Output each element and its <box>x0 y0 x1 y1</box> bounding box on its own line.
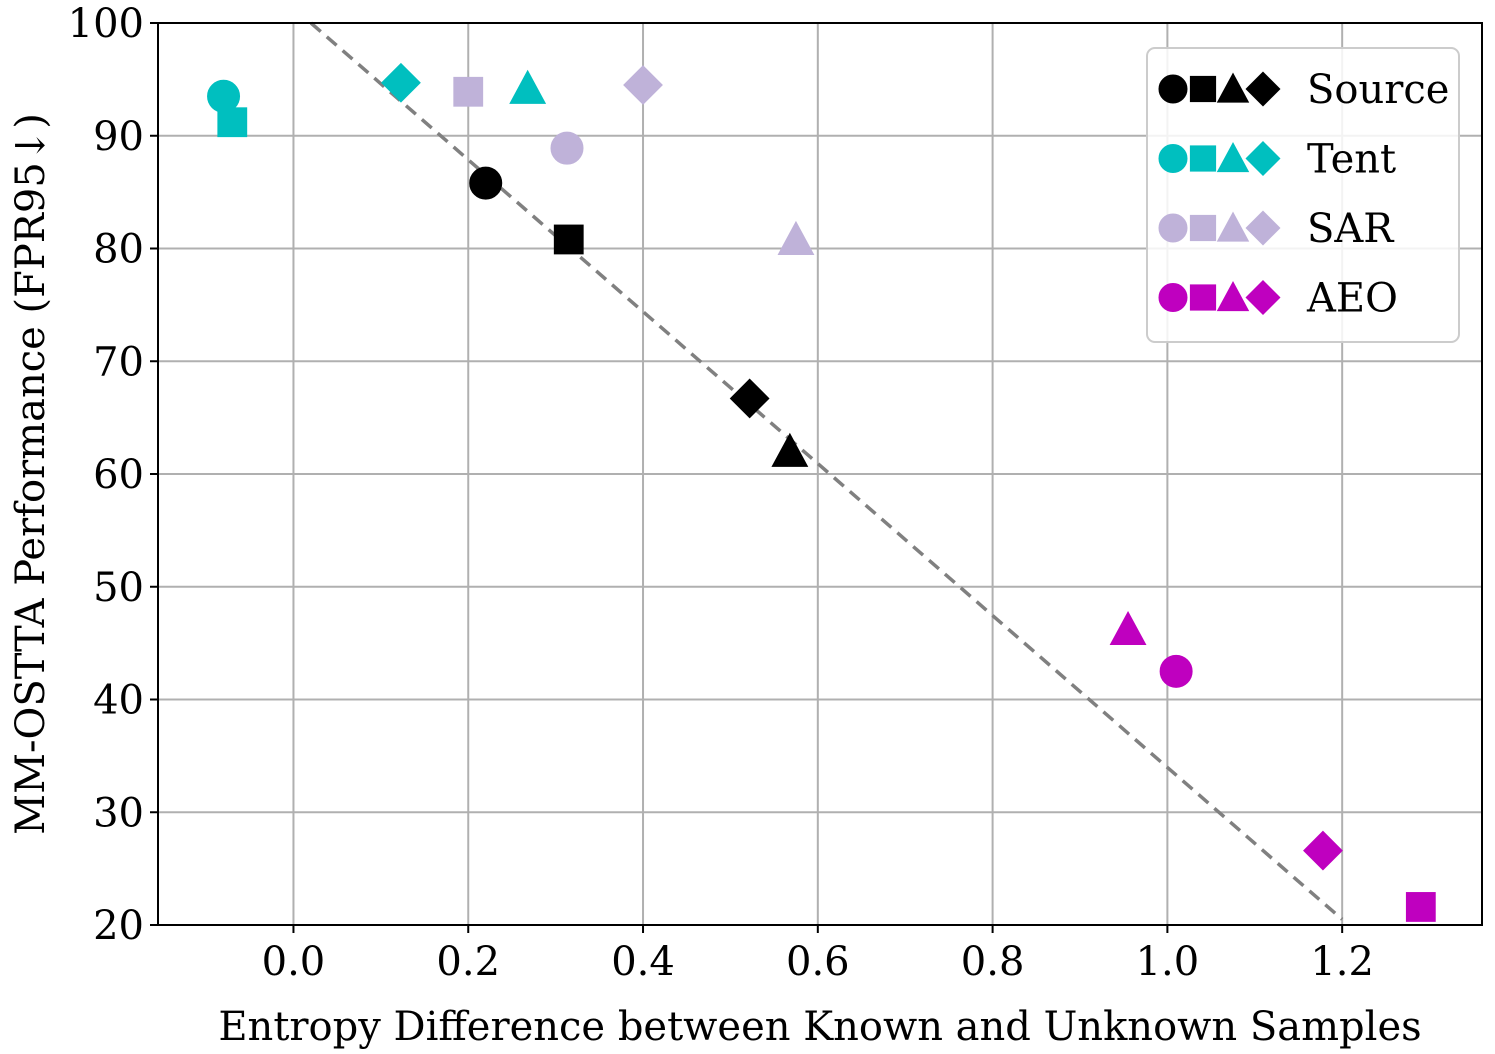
y-tick-label: 70 <box>93 339 144 385</box>
legend-label-source: Source <box>1307 67 1449 113</box>
legend-tent-diamond-icon <box>1245 140 1281 177</box>
legend-source-circle-icon <box>1158 74 1188 104</box>
source-square-point <box>553 224 584 255</box>
legend: Source Tent SAR AEO <box>1146 47 1460 343</box>
x-tick-label: 0.8 <box>961 939 1025 985</box>
legend-aeo-circle-icon <box>1158 283 1188 312</box>
sar-triangle-point <box>777 220 815 255</box>
source-diamond-point <box>729 378 770 419</box>
legend-sar-circle-icon <box>1158 213 1188 243</box>
legend-box <box>1146 47 1460 343</box>
aeo-square-point <box>1405 892 1436 922</box>
legend-sar-triangle-icon <box>1216 211 1250 242</box>
sar-circle-point <box>550 131 584 165</box>
legend-tent-square-icon <box>1189 145 1217 172</box>
y-tick-label: 30 <box>93 790 144 836</box>
y-tick-label: 80 <box>93 227 144 273</box>
aeo-diamond-point <box>1303 830 1343 871</box>
x-tick-label: 0.4 <box>611 939 675 985</box>
source-triangle-point <box>771 432 809 467</box>
y-tick-label: 60 <box>93 452 144 498</box>
tent-triangle-point <box>509 69 547 104</box>
y-axis-label: MM-OSTTA Performance (FPR95↓) <box>8 113 54 835</box>
legend-tent-circle-icon <box>1158 144 1188 173</box>
y-axis-ticks: 20 30 40 50 60 70 80 90 100 <box>68 1 158 949</box>
x-tick-label: 1.2 <box>1310 939 1374 985</box>
sar-square-point <box>453 76 484 107</box>
legend-label-aeo: AEO <box>1306 276 1398 322</box>
trend-line-group <box>309 21 1344 921</box>
legend-label-sar: SAR <box>1307 206 1395 252</box>
legend-aeo-square-icon <box>1189 284 1217 311</box>
tent-diamond-point <box>381 62 421 103</box>
data-points <box>207 62 1436 922</box>
y-tick-label: 90 <box>93 114 144 160</box>
aeo-triangle-point <box>1109 610 1147 646</box>
legend-sar-diamond-icon <box>1245 210 1281 246</box>
legend-sar-square-icon <box>1189 214 1217 242</box>
legend-source-square-icon <box>1189 75 1217 103</box>
x-tick-label: 0.2 <box>436 939 500 985</box>
x-tick-label: 0.0 <box>262 939 326 985</box>
legend-source-diamond-icon <box>1245 71 1281 107</box>
x-tick-label: 1.0 <box>1136 939 1200 985</box>
legend-tent-triangle-icon <box>1216 142 1250 173</box>
trend-line <box>309 21 1344 921</box>
source-circle-point <box>469 166 503 200</box>
legend-aeo-triangle-icon <box>1216 281 1250 312</box>
y-tick-label: 20 <box>93 903 144 949</box>
legend-source-triangle-icon <box>1216 72 1250 103</box>
y-tick-label: 50 <box>93 565 144 611</box>
x-tick-label: 0.6 <box>786 939 850 985</box>
legend-label-tent: Tent <box>1307 137 1396 183</box>
x-axis-ticks: 0.0 0.2 0.4 0.6 0.8 1.0 1.2 <box>262 925 1374 985</box>
sar-diamond-point <box>623 65 663 105</box>
aeo-circle-point <box>1159 654 1193 688</box>
x-axis-label: Entropy Difference between Known and Unk… <box>218 1004 1421 1050</box>
legend-aeo-diamond-icon <box>1245 279 1281 316</box>
y-tick-label: 40 <box>93 678 144 724</box>
tent-square-point <box>217 107 248 138</box>
y-tick-label: 100 <box>68 1 144 47</box>
